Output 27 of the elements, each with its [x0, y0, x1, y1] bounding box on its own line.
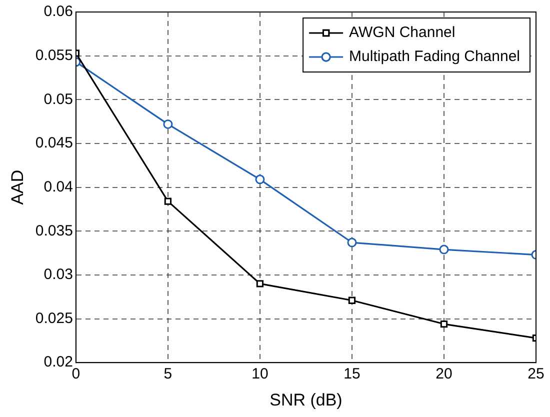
point: [255, 174, 265, 184]
x-tick-label: 15: [344, 366, 360, 383]
x-axis-title: SNR (dB): [270, 390, 342, 410]
x-tick-label: 25: [528, 366, 544, 383]
point: [256, 280, 264, 288]
y-tick-label: 0.055: [35, 46, 73, 64]
x-tick-label: 5: [164, 366, 172, 383]
y-tick-label: 0.045: [35, 134, 73, 152]
legend-label: Multipath Fading Channel: [349, 48, 520, 66]
point: [164, 198, 172, 205]
x-tick-label: 0: [72, 366, 80, 383]
y-tick-label: 0.02: [44, 354, 73, 371]
x-tick-label: 10: [252, 366, 268, 383]
y-tick-label: 0.025: [35, 310, 73, 327]
point: [347, 238, 357, 248]
point: [348, 296, 356, 304]
y-tick-label: 0.06: [44, 3, 73, 20]
x-tick-label: 20: [436, 366, 452, 383]
y-tick-label: 0.03: [44, 266, 73, 284]
point: [439, 244, 449, 254]
y-tick-label: 0.05: [44, 90, 73, 108]
y-tick-label: 0.04: [44, 178, 73, 196]
legend-label: AWGN Channel: [349, 24, 456, 42]
y-axis-title: AAD: [8, 170, 27, 205]
point: [163, 119, 173, 129]
point: [440, 320, 448, 328]
y-tick-label: 0.035: [35, 222, 73, 240]
